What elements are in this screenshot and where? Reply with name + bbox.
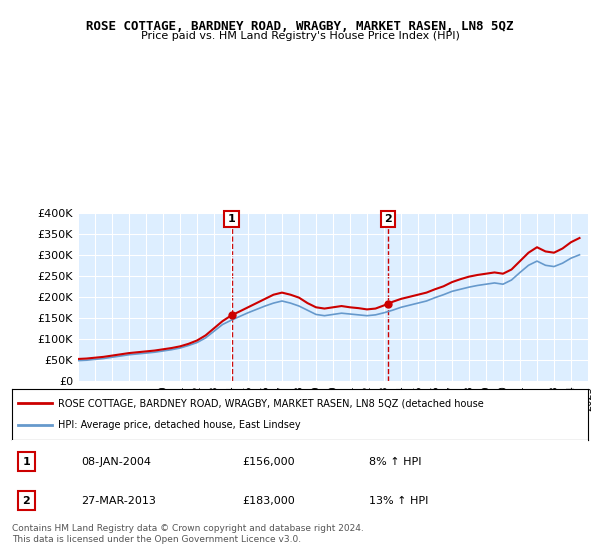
Text: This data is licensed under the Open Government Licence v3.0.: This data is licensed under the Open Gov… bbox=[12, 535, 301, 544]
Text: ROSE COTTAGE, BARDNEY ROAD, WRAGBY, MARKET RASEN, LN8 5QZ: ROSE COTTAGE, BARDNEY ROAD, WRAGBY, MARK… bbox=[86, 20, 514, 32]
Text: ROSE COTTAGE, BARDNEY ROAD, WRAGBY, MARKET RASEN, LN8 5QZ (detached house: ROSE COTTAGE, BARDNEY ROAD, WRAGBY, MARK… bbox=[58, 398, 484, 408]
Text: 1: 1 bbox=[227, 214, 235, 224]
Text: Contains HM Land Registry data © Crown copyright and database right 2024.: Contains HM Land Registry data © Crown c… bbox=[12, 524, 364, 533]
Text: 8% ↑ HPI: 8% ↑ HPI bbox=[369, 456, 422, 466]
Text: Price paid vs. HM Land Registry's House Price Index (HPI): Price paid vs. HM Land Registry's House … bbox=[140, 31, 460, 41]
Text: £156,000: £156,000 bbox=[242, 456, 295, 466]
Text: £183,000: £183,000 bbox=[242, 496, 295, 506]
Text: 27-MAR-2013: 27-MAR-2013 bbox=[81, 496, 156, 506]
Text: 2: 2 bbox=[23, 496, 30, 506]
Text: 08-JAN-2004: 08-JAN-2004 bbox=[81, 456, 151, 466]
Text: 2: 2 bbox=[384, 214, 392, 224]
Text: 13% ↑ HPI: 13% ↑ HPI bbox=[369, 496, 428, 506]
Text: HPI: Average price, detached house, East Lindsey: HPI: Average price, detached house, East… bbox=[58, 421, 301, 431]
Text: 1: 1 bbox=[23, 456, 30, 466]
